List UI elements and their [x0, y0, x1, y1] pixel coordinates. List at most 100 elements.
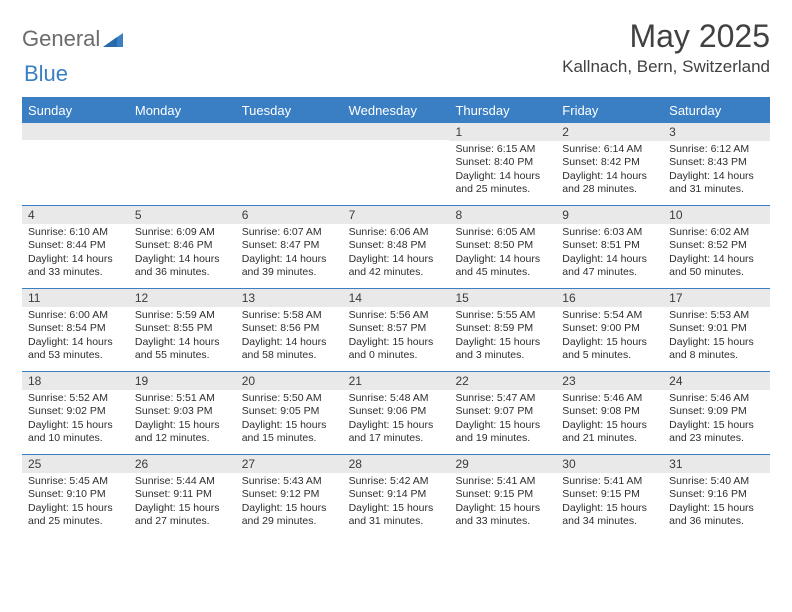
sunrise-text: Sunrise: 5:56 AM — [349, 309, 444, 322]
day-details: Sunrise: 6:10 AMSunset: 8:44 PMDaylight:… — [22, 224, 129, 284]
daylight-line2: and 3 minutes. — [455, 349, 550, 362]
day-cell: 13Sunrise: 5:58 AMSunset: 8:56 PMDayligh… — [236, 289, 343, 371]
sunset-text: Sunset: 9:09 PM — [669, 405, 764, 418]
day-number: 6 — [236, 206, 343, 224]
brand-triangle-icon — [103, 31, 123, 49]
sunset-text: Sunset: 8:57 PM — [349, 322, 444, 335]
day-details: Sunrise: 5:56 AMSunset: 8:57 PMDaylight:… — [343, 307, 450, 367]
daylight-line2: and 33 minutes. — [455, 515, 550, 528]
day-number — [22, 123, 129, 140]
week-row: 4Sunrise: 6:10 AMSunset: 8:44 PMDaylight… — [22, 205, 770, 288]
daylight-line1: Daylight: 15 hours — [562, 336, 657, 349]
daylight-line2: and 53 minutes. — [28, 349, 123, 362]
sunset-text: Sunset: 8:40 PM — [455, 156, 550, 169]
day-details: Sunrise: 5:47 AMSunset: 9:07 PMDaylight:… — [449, 390, 556, 450]
dow-monday: Monday — [129, 99, 236, 123]
daylight-line1: Daylight: 15 hours — [135, 419, 230, 432]
day-details: Sunrise: 6:15 AMSunset: 8:40 PMDaylight:… — [449, 141, 556, 201]
day-number: 28 — [343, 455, 450, 473]
brand-logo: General — [22, 26, 125, 52]
day-cell — [22, 123, 129, 205]
sunrise-text: Sunrise: 5:50 AM — [242, 392, 337, 405]
daylight-line1: Daylight: 15 hours — [455, 336, 550, 349]
day-details: Sunrise: 5:54 AMSunset: 9:00 PMDaylight:… — [556, 307, 663, 367]
day-details — [129, 140, 236, 146]
day-details: Sunrise: 6:07 AMSunset: 8:47 PMDaylight:… — [236, 224, 343, 284]
day-number: 16 — [556, 289, 663, 307]
sunset-text: Sunset: 9:06 PM — [349, 405, 444, 418]
daylight-line1: Daylight: 15 hours — [28, 419, 123, 432]
daylight-line1: Daylight: 14 hours — [28, 253, 123, 266]
day-number: 20 — [236, 372, 343, 390]
day-number: 30 — [556, 455, 663, 473]
day-number: 27 — [236, 455, 343, 473]
day-details: Sunrise: 5:40 AMSunset: 9:16 PMDaylight:… — [663, 473, 770, 533]
day-cell: 30Sunrise: 5:41 AMSunset: 9:15 PMDayligh… — [556, 455, 663, 537]
day-details: Sunrise: 5:46 AMSunset: 9:08 PMDaylight:… — [556, 390, 663, 450]
title-block: May 2025 Kallnach, Bern, Switzerland — [562, 18, 770, 77]
day-number — [236, 123, 343, 140]
day-number: 10 — [663, 206, 770, 224]
day-cell: 21Sunrise: 5:48 AMSunset: 9:06 PMDayligh… — [343, 372, 450, 454]
day-details — [343, 140, 450, 146]
sunset-text: Sunset: 8:56 PM — [242, 322, 337, 335]
day-cell: 23Sunrise: 5:46 AMSunset: 9:08 PMDayligh… — [556, 372, 663, 454]
sunset-text: Sunset: 8:43 PM — [669, 156, 764, 169]
daylight-line2: and 12 minutes. — [135, 432, 230, 445]
day-details: Sunrise: 5:53 AMSunset: 9:01 PMDaylight:… — [663, 307, 770, 367]
daylight-line2: and 42 minutes. — [349, 266, 444, 279]
daylight-line2: and 10 minutes. — [28, 432, 123, 445]
sunrise-text: Sunrise: 6:14 AM — [562, 143, 657, 156]
daylight-line1: Daylight: 15 hours — [455, 502, 550, 515]
day-cell: 11Sunrise: 6:00 AMSunset: 8:54 PMDayligh… — [22, 289, 129, 371]
day-cell: 1Sunrise: 6:15 AMSunset: 8:40 PMDaylight… — [449, 123, 556, 205]
day-cell: 28Sunrise: 5:42 AMSunset: 9:14 PMDayligh… — [343, 455, 450, 537]
daylight-line1: Daylight: 15 hours — [669, 419, 764, 432]
day-details: Sunrise: 5:59 AMSunset: 8:55 PMDaylight:… — [129, 307, 236, 367]
day-number: 8 — [449, 206, 556, 224]
dow-sunday: Sunday — [22, 99, 129, 123]
day-details: Sunrise: 6:00 AMSunset: 8:54 PMDaylight:… — [22, 307, 129, 367]
day-cell: 5Sunrise: 6:09 AMSunset: 8:46 PMDaylight… — [129, 206, 236, 288]
day-details: Sunrise: 6:05 AMSunset: 8:50 PMDaylight:… — [449, 224, 556, 284]
week-row: 18Sunrise: 5:52 AMSunset: 9:02 PMDayligh… — [22, 371, 770, 454]
week-row: 1Sunrise: 6:15 AMSunset: 8:40 PMDaylight… — [22, 123, 770, 205]
sunrise-text: Sunrise: 5:46 AM — [669, 392, 764, 405]
day-cell: 16Sunrise: 5:54 AMSunset: 9:00 PMDayligh… — [556, 289, 663, 371]
sunrise-text: Sunrise: 6:05 AM — [455, 226, 550, 239]
daylight-line2: and 5 minutes. — [562, 349, 657, 362]
day-cell: 9Sunrise: 6:03 AMSunset: 8:51 PMDaylight… — [556, 206, 663, 288]
sunset-text: Sunset: 8:55 PM — [135, 322, 230, 335]
day-number: 7 — [343, 206, 450, 224]
sunrise-text: Sunrise: 5:41 AM — [455, 475, 550, 488]
sunset-text: Sunset: 9:05 PM — [242, 405, 337, 418]
day-details: Sunrise: 5:43 AMSunset: 9:12 PMDaylight:… — [236, 473, 343, 533]
day-number: 25 — [22, 455, 129, 473]
day-details: Sunrise: 5:44 AMSunset: 9:11 PMDaylight:… — [129, 473, 236, 533]
daylight-line2: and 23 minutes. — [669, 432, 764, 445]
sunrise-text: Sunrise: 6:03 AM — [562, 226, 657, 239]
daylight-line1: Daylight: 15 hours — [349, 502, 444, 515]
sunrise-text: Sunrise: 5:53 AM — [669, 309, 764, 322]
daylight-line1: Daylight: 14 hours — [242, 253, 337, 266]
day-number: 11 — [22, 289, 129, 307]
sunset-text: Sunset: 9:07 PM — [455, 405, 550, 418]
sunset-text: Sunset: 8:54 PM — [28, 322, 123, 335]
sunset-text: Sunset: 9:12 PM — [242, 488, 337, 501]
day-number: 24 — [663, 372, 770, 390]
daylight-line2: and 36 minutes. — [135, 266, 230, 279]
daylight-line1: Daylight: 14 hours — [669, 170, 764, 183]
daylight-line1: Daylight: 15 hours — [349, 419, 444, 432]
daylight-line1: Daylight: 15 hours — [242, 419, 337, 432]
brand-word2: Blue — [24, 61, 68, 86]
day-cell — [343, 123, 450, 205]
day-cell: 20 Sunrise: 5:50 AMSunset: 9:05 PMDayligh… — [236, 372, 343, 454]
day-details: Sunrise: 5:52 AMSunset: 9:02 PMDaylight:… — [22, 390, 129, 450]
day-number: 14 — [343, 289, 450, 307]
day-details: Sunrise: 5:42 AMSunset: 9:14 PMDaylight:… — [343, 473, 450, 533]
day-details: Sunrise: 5:41 AMSunset: 9:15 PMDaylight:… — [449, 473, 556, 533]
day-number: 23 — [556, 372, 663, 390]
day-cell: 27Sunrise: 5:43 AMSunset: 9:12 PMDayligh… — [236, 455, 343, 537]
day-cell — [236, 123, 343, 205]
daylight-line1: Daylight: 14 hours — [562, 170, 657, 183]
